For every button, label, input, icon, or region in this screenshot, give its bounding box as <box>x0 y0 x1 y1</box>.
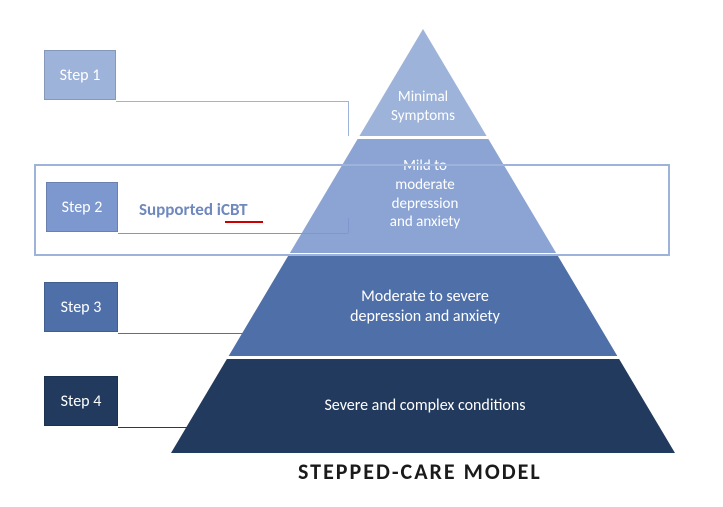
diagram-canvas: MinimalSymptomsMild tomoderatedepression… <box>0 0 723 507</box>
step-box-4: Step 4 <box>44 376 118 426</box>
pyramid-layer-label-3: Moderate to severedepression and anxiety <box>335 287 515 327</box>
connector-1 <box>348 101 349 136</box>
step-box-2: Step 2 <box>46 182 118 232</box>
connector-6 <box>118 427 200 428</box>
step2-highlight-box <box>34 164 670 256</box>
connector-2 <box>118 233 348 234</box>
icbt-underline <box>225 221 263 223</box>
step-box-1: Step 1 <box>44 50 116 100</box>
pyramid-layer-label-1: MinimalSymptoms <box>385 88 461 126</box>
connector-0 <box>116 101 348 102</box>
supported-icbt-label: Supported iCBT <box>139 199 248 220</box>
pyramid-layer-label-4: Severe and complex conditions <box>300 396 550 416</box>
connector-3 <box>348 218 349 233</box>
diagram-title: STEPPED-CARE MODEL <box>298 458 542 485</box>
connector-5 <box>263 317 264 333</box>
step-box-3: Step 3 <box>44 282 118 332</box>
connector-7 <box>200 414 201 427</box>
connector-4 <box>118 333 263 334</box>
